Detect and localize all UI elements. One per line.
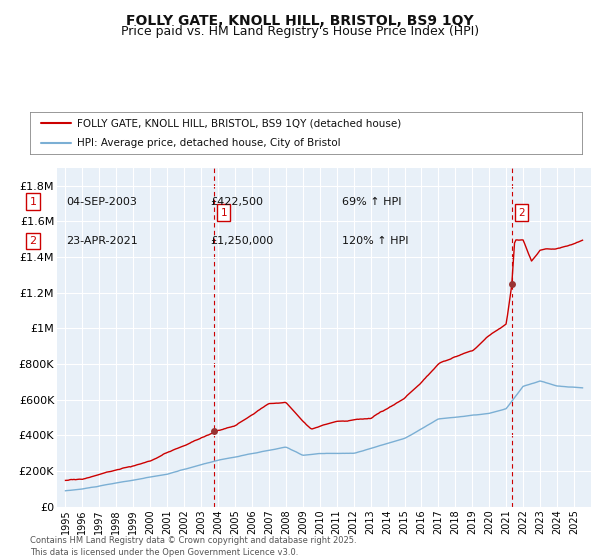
Text: HPI: Average price, detached house, City of Bristol: HPI: Average price, detached house, City… <box>77 138 341 148</box>
Text: £422,500: £422,500 <box>210 197 263 207</box>
Text: 69% ↑ HPI: 69% ↑ HPI <box>342 197 401 207</box>
Text: Price paid vs. HM Land Registry's House Price Index (HPI): Price paid vs. HM Land Registry's House … <box>121 25 479 38</box>
Text: 04-SEP-2003: 04-SEP-2003 <box>66 197 137 207</box>
Text: £1,250,000: £1,250,000 <box>210 236 273 246</box>
Text: 2: 2 <box>29 236 37 246</box>
Text: 23-APR-2021: 23-APR-2021 <box>66 236 138 246</box>
Text: 2: 2 <box>518 208 525 218</box>
Text: 120% ↑ HPI: 120% ↑ HPI <box>342 236 409 246</box>
Text: FOLLY GATE, KNOLL HILL, BRISTOL, BS9 1QY: FOLLY GATE, KNOLL HILL, BRISTOL, BS9 1QY <box>126 14 474 28</box>
Text: 1: 1 <box>221 208 227 218</box>
Text: FOLLY GATE, KNOLL HILL, BRISTOL, BS9 1QY (detached house): FOLLY GATE, KNOLL HILL, BRISTOL, BS9 1QY… <box>77 118 401 128</box>
Text: Contains HM Land Registry data © Crown copyright and database right 2025.
This d: Contains HM Land Registry data © Crown c… <box>30 536 356 557</box>
Text: 1: 1 <box>29 197 37 207</box>
